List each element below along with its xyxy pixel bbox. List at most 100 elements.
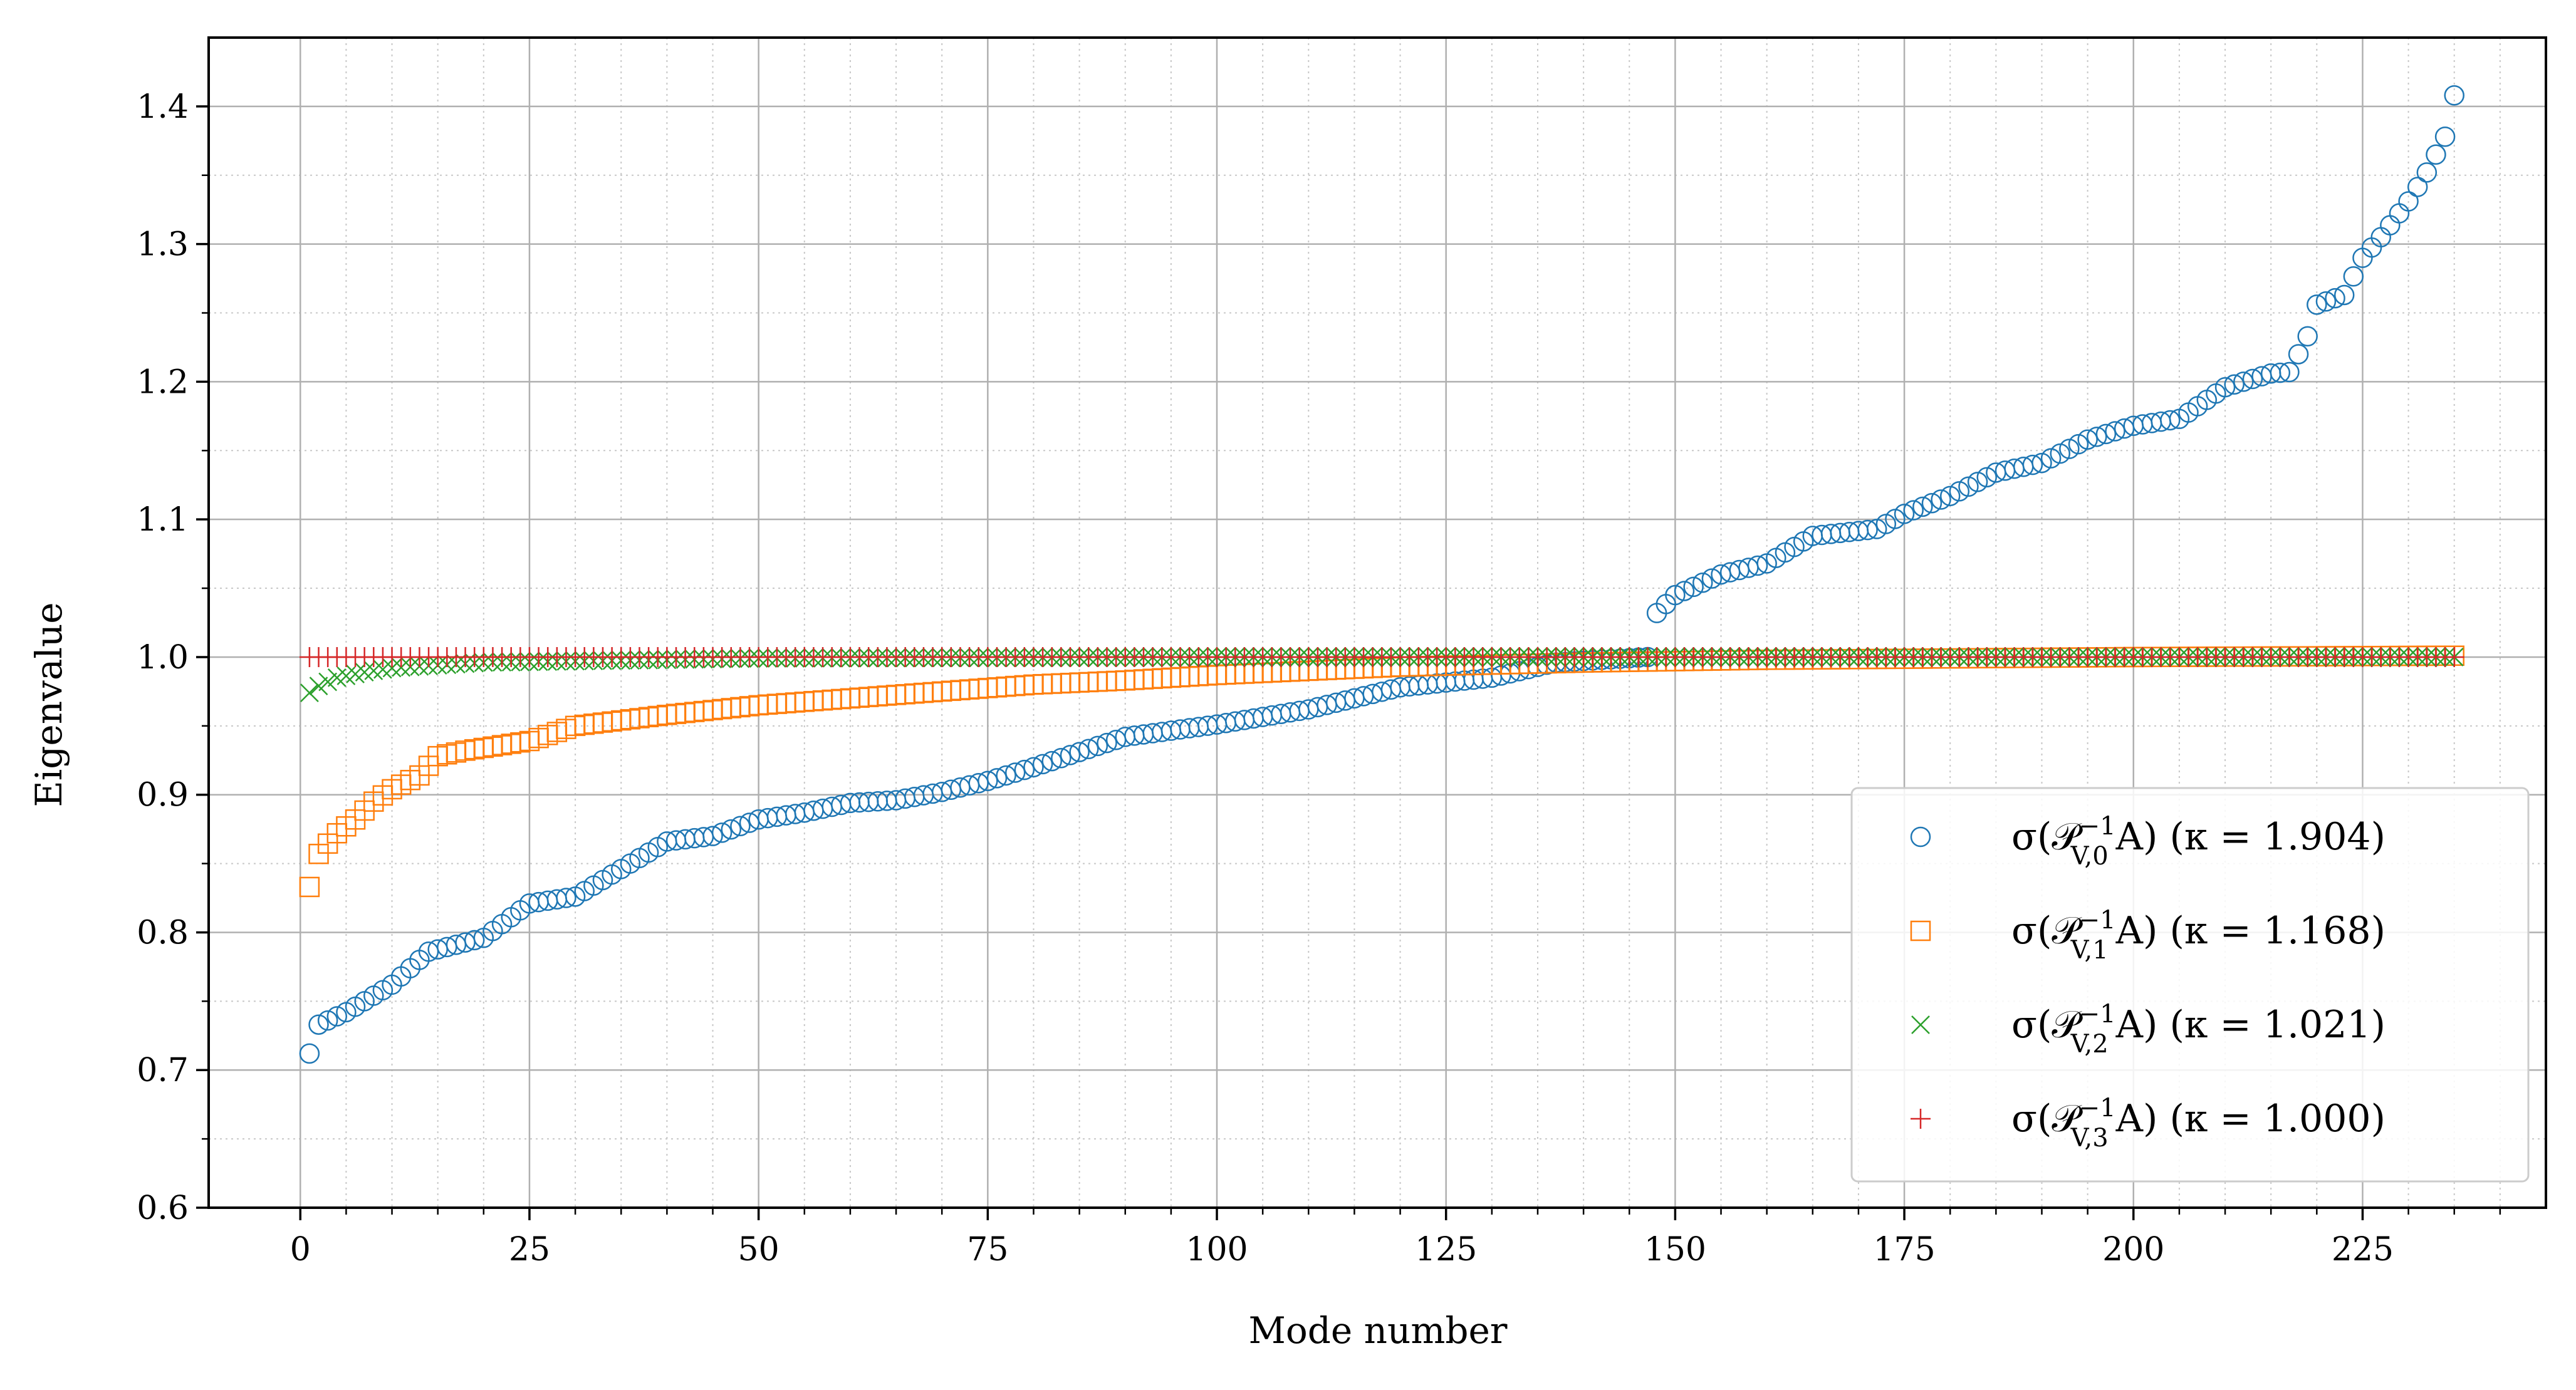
data-point bbox=[730, 816, 751, 837]
data-point bbox=[2407, 177, 2428, 197]
data-point bbox=[1692, 573, 1713, 593]
data-point bbox=[2022, 454, 2043, 475]
plot-frame bbox=[207, 36, 2547, 1209]
legend-marker bbox=[1911, 1015, 1930, 1034]
data-point bbox=[392, 658, 411, 677]
y-tick-label: 0.7 bbox=[137, 1052, 189, 1089]
data-point bbox=[711, 822, 733, 843]
legend-marker bbox=[1910, 826, 1931, 848]
x-axis-label: Mode number bbox=[1248, 1309, 1507, 1352]
data-point bbox=[2307, 294, 2327, 315]
data-point bbox=[373, 660, 392, 679]
data-point bbox=[2315, 291, 2337, 312]
data-point bbox=[1939, 485, 1961, 507]
data-point bbox=[1903, 500, 1924, 521]
data-point bbox=[1931, 489, 1951, 510]
data-point bbox=[1087, 735, 1108, 757]
data-point bbox=[464, 930, 485, 951]
data-point bbox=[300, 683, 319, 702]
data-point bbox=[996, 765, 1016, 786]
data-point bbox=[1069, 742, 1090, 762]
y-tick-label: 1.1 bbox=[137, 501, 189, 539]
y-tick-label: 0.6 bbox=[137, 1190, 189, 1227]
data-point bbox=[308, 1014, 329, 1035]
data-point bbox=[1967, 472, 1988, 492]
data-point bbox=[364, 661, 383, 680]
data-point bbox=[986, 768, 1008, 789]
y-tick-label: 0.8 bbox=[137, 914, 189, 952]
y-axis-ticks: 0.6 0.7 0.8 0.9 1.0 1.1 1.2 1.3 1.4 bbox=[137, 88, 209, 1227]
legend-marker bbox=[1910, 920, 1931, 941]
data-point bbox=[702, 826, 723, 846]
data-point bbox=[355, 663, 374, 682]
data-point bbox=[1078, 739, 1099, 759]
data-point bbox=[2077, 429, 2098, 450]
data-point bbox=[1976, 467, 1997, 488]
data-point bbox=[2279, 361, 2300, 383]
data-point bbox=[2270, 362, 2291, 383]
data-point bbox=[2031, 452, 2052, 474]
x-tick-label: 125 bbox=[1415, 1231, 1477, 1268]
data-point bbox=[1060, 745, 1081, 765]
data-point bbox=[1857, 519, 1878, 541]
x-tick-label: 200 bbox=[2102, 1231, 2164, 1268]
data-point bbox=[309, 677, 328, 695]
data-point bbox=[2068, 433, 2089, 455]
data-point bbox=[2233, 371, 2254, 392]
x-tick-label: 25 bbox=[509, 1231, 550, 1268]
data-point bbox=[1894, 504, 1915, 524]
data-point bbox=[2343, 266, 2364, 287]
data-point bbox=[2325, 288, 2345, 309]
data-point bbox=[2434, 126, 2456, 147]
data-point bbox=[2398, 191, 2419, 212]
data-point bbox=[1032, 754, 1053, 775]
y-tick-label: 0.9 bbox=[137, 777, 189, 814]
x-axis-ticks: 0 25 50 75 100 125 150 175 200 225 bbox=[290, 1208, 2501, 1268]
x-tick-label: 175 bbox=[1873, 1231, 1935, 1268]
data-point bbox=[1958, 476, 1979, 497]
data-point bbox=[1041, 750, 1062, 772]
data-point bbox=[1023, 757, 1044, 778]
data-point bbox=[2444, 85, 2464, 106]
data-point bbox=[2095, 423, 2117, 445]
data-point bbox=[2224, 374, 2245, 395]
x-tick-label: 150 bbox=[1644, 1231, 1706, 1268]
data-point bbox=[2288, 344, 2309, 365]
data-point bbox=[326, 1006, 348, 1027]
y-tick-label: 1.2 bbox=[137, 363, 189, 401]
y-tick-label: 1.0 bbox=[137, 639, 189, 677]
data-point bbox=[556, 888, 576, 908]
x-tick-label: 100 bbox=[1186, 1231, 1248, 1268]
data-point bbox=[2416, 162, 2438, 183]
legend-box bbox=[1850, 787, 2530, 1183]
data-point bbox=[1674, 581, 1695, 601]
data-point bbox=[317, 1010, 338, 1031]
data-point bbox=[2040, 448, 2062, 469]
x-tick-label: 225 bbox=[2332, 1231, 2394, 1268]
data-point bbox=[2160, 410, 2181, 431]
data-point bbox=[1747, 555, 1768, 576]
data-point bbox=[1004, 762, 1026, 783]
data-point bbox=[2214, 376, 2236, 398]
data-point bbox=[299, 1043, 320, 1064]
data-point bbox=[2242, 368, 2263, 390]
legend-label: σ(𝒫−1 V,3 A) (κ = 1.000) bbox=[2011, 1094, 2386, 1153]
data-point bbox=[2334, 284, 2355, 306]
data-point bbox=[382, 658, 402, 678]
data-point bbox=[2050, 443, 2070, 464]
plot-points bbox=[299, 85, 2464, 1064]
legend-marker bbox=[1911, 1109, 1931, 1129]
data-point bbox=[968, 772, 989, 794]
data-point bbox=[978, 770, 998, 791]
data-point bbox=[721, 819, 742, 840]
y-axis-label: Eigenvalue bbox=[28, 602, 70, 807]
data-point bbox=[1683, 576, 1704, 598]
data-point bbox=[1912, 496, 1933, 517]
data-point bbox=[1949, 481, 1970, 502]
data-point bbox=[299, 876, 320, 898]
y-tick-label: 1.3 bbox=[137, 226, 189, 264]
data-point bbox=[1014, 759, 1035, 781]
data-point bbox=[2426, 144, 2446, 165]
x-tick-label: 0 bbox=[290, 1231, 311, 1268]
